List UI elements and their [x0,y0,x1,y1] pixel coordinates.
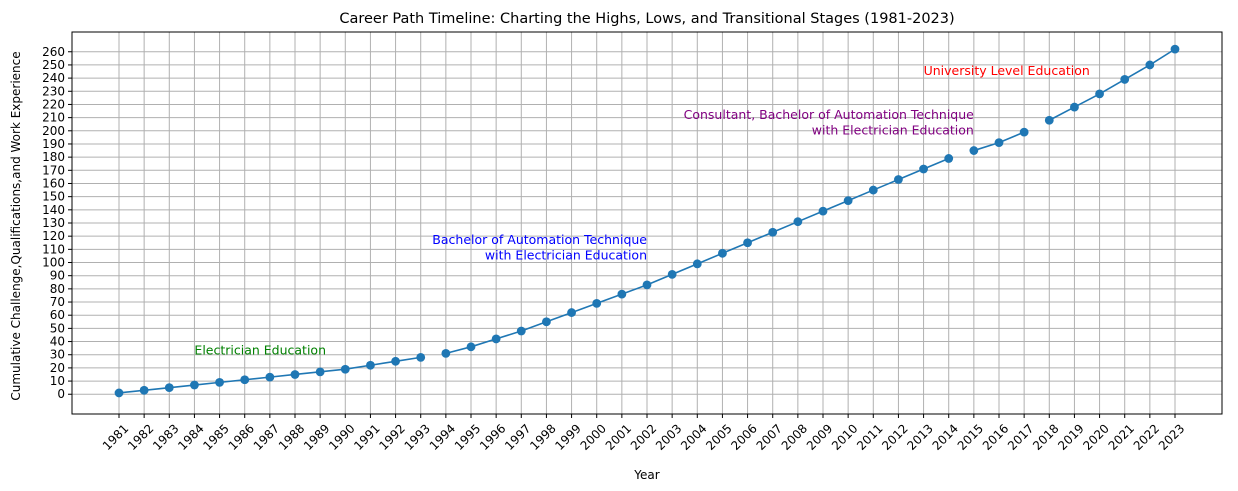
data-point [139,385,149,395]
y-tick-label: 110 [42,242,65,256]
y-tick-label: 160 [42,176,65,190]
data-point [919,164,928,174]
data-point [768,227,778,237]
data-point [516,326,526,336]
y-tick-label: 0 [57,387,65,401]
data-point [944,154,954,163]
data-point [114,388,124,398]
y-tick-label: 190 [42,137,65,151]
data-point [868,185,878,195]
y-tick-label: 40 [50,335,65,349]
data-point [667,269,677,279]
data-point [1019,127,1029,137]
data-point [818,206,828,216]
y-tick-label: 50 [50,321,65,335]
data-point [215,377,224,387]
y-tick-label: 20 [50,361,65,375]
y-tick-label: 60 [50,308,65,322]
y-tick-label: 170 [42,163,65,177]
y-tick-label: 200 [42,124,65,138]
x-axis-label: Year [633,468,659,482]
y-tick-label: 240 [42,71,65,85]
y-tick-label: 70 [50,295,65,309]
series-line-segment [1048,48,1176,121]
data-point [692,259,702,269]
data-point [642,280,652,290]
annotation-text: with Electrician Education [812,122,974,137]
data-point [894,175,903,184]
data-point [340,364,350,374]
data-point [592,298,602,308]
data-point [743,238,752,248]
data-point [843,196,853,206]
data-point [441,349,451,358]
data-point [416,352,426,362]
data-point [1095,89,1104,99]
y-tick-label: 210 [42,111,65,125]
y-tick-label: 140 [42,203,65,217]
data-point [1070,102,1079,112]
annotations: Electrician Education Bachelor of Automat… [194,63,1089,357]
data-point [491,334,501,344]
annotation-text: with Electrician Education [485,248,647,263]
annotation-text: Bachelor of Automation Technique [432,232,647,247]
data-point [290,370,300,379]
data-point [994,138,1004,148]
data-point [366,360,375,370]
y-tick-label: 230 [42,84,65,98]
y-tick-label: 250 [42,58,65,72]
y-tick-label: 120 [42,229,65,243]
annotation-text: Consultant, Bachelor of Automation Techn… [684,107,975,122]
data-point [617,289,627,299]
y-tick-label: 100 [42,256,65,270]
annotation-text: University Level Education [924,63,1090,78]
data-point [542,317,551,327]
y-tick-label: 150 [42,190,65,204]
y-tick-label: 10 [50,374,65,388]
data-point [265,372,275,382]
data-point [1120,75,1130,84]
y-tick-label: 220 [42,97,65,111]
annotation-text: Electrician Education [194,342,326,357]
data-point [969,146,979,155]
y-axis-label: Cumulative Challenge,Qualifications,and … [9,51,23,400]
y-tick-label: 30 [50,348,65,362]
y-tick-label: 260 [42,45,65,59]
data-point [164,383,174,393]
data-point [315,367,325,377]
y-tick-label: 180 [42,150,65,164]
y-axis-ticks: 0102030405060708090100110120130140150160… [42,45,72,401]
chart-title: Career Path Timeline: Charting the Highs… [339,11,954,27]
data-point [1170,44,1180,54]
grid-lines [72,32,1222,414]
y-tick-label: 90 [50,269,65,283]
data-point [567,308,576,317]
data-point [1145,60,1155,70]
data-point [793,217,803,227]
data-point [190,380,199,390]
y-tick-label: 80 [50,282,65,296]
data-point [240,375,250,385]
series-points [114,44,1180,398]
data-point [1044,115,1054,125]
data-point [391,356,400,366]
data-point [718,248,727,258]
data-point [466,342,476,352]
y-tick-label: 130 [42,216,65,230]
